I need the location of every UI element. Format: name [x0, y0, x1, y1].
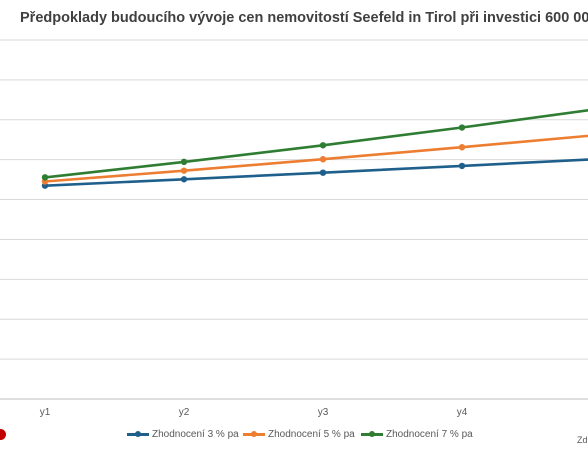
- legend-label: Zhodnocení 7 % pa: [386, 428, 473, 440]
- series-line: [44, 158, 588, 187]
- data-point: [319, 142, 327, 149]
- legend-swatch: [127, 428, 149, 440]
- legend-label: Zhodnocení 5 % pa: [268, 428, 355, 440]
- source-note: Zd: [577, 435, 588, 445]
- legend-swatch: [243, 428, 265, 440]
- x-tick-label: y1: [40, 407, 51, 418]
- data-point: [458, 144, 466, 151]
- red-dot-marker: [0, 429, 6, 440]
- legend-item: Zhodnocení 5 % pa: [243, 428, 355, 440]
- chart-title: Předpoklady budoucího vývoje cen nemovit…: [20, 10, 588, 26]
- data-point: [319, 169, 327, 176]
- x-tick-label: y2: [179, 407, 190, 418]
- x-tick-label: y4: [457, 407, 468, 418]
- x-tick-label: y3: [318, 407, 329, 418]
- data-point: [458, 124, 466, 131]
- data-point: [180, 167, 188, 174]
- data-point: [180, 158, 188, 166]
- legend-item: Zhodnocení 7 % pa: [361, 428, 473, 440]
- data-point: [41, 174, 49, 181]
- legend-item: Zhodnocení 3 % pa: [127, 428, 239, 440]
- series-line: [44, 134, 588, 183]
- legend-label: Zhodnocení 3 % pa: [152, 428, 239, 440]
- legend-swatch: [361, 428, 383, 440]
- data-point: [458, 162, 466, 170]
- data-point: [319, 156, 327, 163]
- data-point: [180, 176, 188, 183]
